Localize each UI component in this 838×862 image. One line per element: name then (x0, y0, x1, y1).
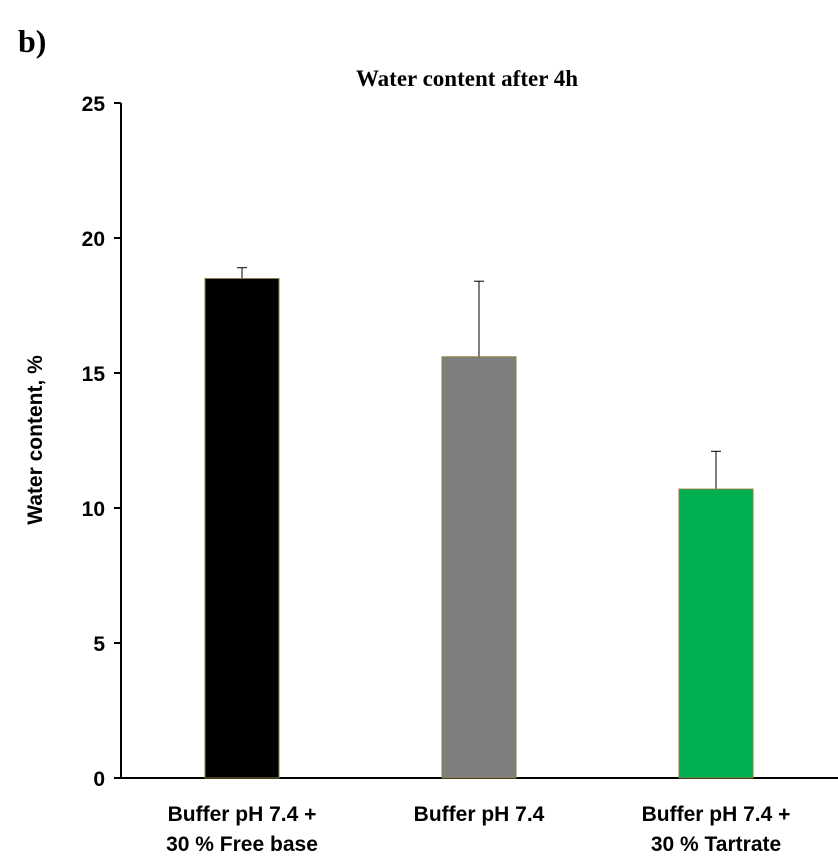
bar (441, 356, 517, 779)
y-tick-label: 10 (82, 498, 105, 521)
x-tick-label: Buffer pH 7.4 (414, 803, 545, 826)
x-tick-label: 30 % Tartrate (651, 833, 781, 856)
x-tick-label: Buffer pH 7.4 + (168, 803, 317, 826)
bar (678, 488, 754, 779)
chart-title: Water content after 4h (356, 66, 578, 91)
y-tick-label: 25 (82, 93, 106, 116)
y-tick-label: 15 (82, 363, 106, 386)
panel-label: b) (18, 23, 46, 59)
x-tick-label: Buffer pH 7.4 + (642, 803, 791, 826)
y-tick-label: 20 (82, 228, 105, 251)
y-axis-label: Water content, % (24, 355, 47, 525)
y-tick-label: 0 (93, 768, 105, 791)
y-tick-label: 5 (93, 633, 105, 656)
bar (204, 278, 280, 779)
x-tick-label: 30 % Free base (166, 833, 318, 856)
